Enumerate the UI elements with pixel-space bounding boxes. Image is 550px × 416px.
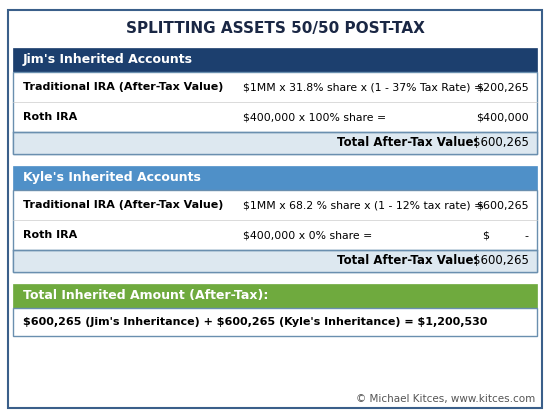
- Text: $600,265: $600,265: [473, 255, 529, 267]
- Text: $400,000 x 0% share =: $400,000 x 0% share =: [243, 230, 372, 240]
- Text: Total After-Tax Value:: Total After-Tax Value:: [337, 255, 478, 267]
- Text: $400,000: $400,000: [476, 112, 529, 122]
- Text: $400,000 x 100% share =: $400,000 x 100% share =: [243, 112, 386, 122]
- Text: Traditional IRA (After-Tax Value): Traditional IRA (After-Tax Value): [23, 200, 223, 210]
- Bar: [13, 132, 537, 154]
- Text: Roth IRA: Roth IRA: [23, 112, 77, 122]
- Bar: [13, 72, 537, 154]
- Text: Total After-Tax Value:: Total After-Tax Value:: [337, 136, 478, 149]
- Bar: [13, 190, 537, 272]
- Text: Total Inherited Amount (After-Tax):: Total Inherited Amount (After-Tax):: [23, 290, 268, 302]
- Text: © Michael Kitces, www.kitces.com: © Michael Kitces, www.kitces.com: [356, 394, 535, 404]
- Text: Kyle's Inherited Accounts: Kyle's Inherited Accounts: [23, 171, 201, 185]
- Text: $600,265: $600,265: [476, 200, 529, 210]
- Text: $200,265: $200,265: [476, 82, 529, 92]
- Bar: [13, 308, 537, 336]
- Bar: [13, 48, 537, 72]
- Text: Jim's Inherited Accounts: Jim's Inherited Accounts: [23, 54, 193, 67]
- Text: $600,265 (Jim's Inheritance) + $600,265 (Kyle's Inheritance) = $1,200,530: $600,265 (Jim's Inheritance) + $600,265 …: [23, 317, 487, 327]
- Text: SPLITTING ASSETS 50/50 POST-TAX: SPLITTING ASSETS 50/50 POST-TAX: [125, 21, 425, 36]
- Bar: [13, 284, 537, 308]
- Bar: [13, 250, 537, 272]
- Bar: [13, 166, 537, 190]
- Text: Traditional IRA (After-Tax Value): Traditional IRA (After-Tax Value): [23, 82, 223, 92]
- Text: $1MM x 31.8% share x (1 - 37% Tax Rate) =: $1MM x 31.8% share x (1 - 37% Tax Rate) …: [243, 82, 483, 92]
- Text: Roth IRA: Roth IRA: [23, 230, 77, 240]
- Text: $          -: $ -: [483, 230, 529, 240]
- Text: $1MM x 68.2 % share x (1 - 12% tax rate) =: $1MM x 68.2 % share x (1 - 12% tax rate)…: [243, 200, 483, 210]
- Text: $600,265: $600,265: [473, 136, 529, 149]
